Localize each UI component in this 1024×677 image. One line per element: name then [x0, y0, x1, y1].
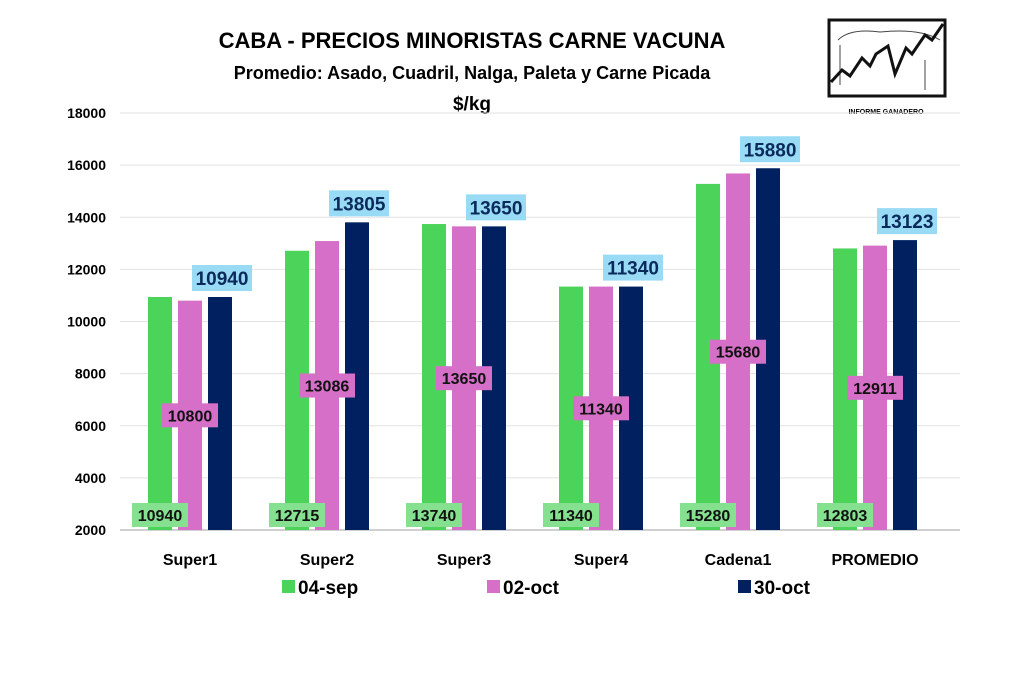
data-label-bg — [603, 254, 663, 281]
logo-frame — [827, 18, 947, 98]
data-label-bg — [573, 396, 629, 421]
data-label-bg — [877, 208, 937, 235]
data-label-bg — [710, 339, 766, 364]
data-label-bg — [299, 373, 355, 398]
data-label: 11340 — [549, 508, 593, 525]
y-tick-label: 10000 — [67, 314, 106, 330]
data-label: 15280 — [686, 508, 731, 525]
data-label-bg — [132, 503, 188, 527]
y-tick-label: 2000 — [75, 522, 106, 538]
y-tick-label: 12000 — [67, 261, 106, 277]
x-tick-label: Super3 — [437, 552, 491, 569]
trend-line-icon — [829, 23, 945, 84]
data-label: 13740 — [412, 508, 457, 525]
data-label-bg — [406, 503, 462, 527]
y-tick-label: 14000 — [67, 209, 106, 225]
chart-subtitle: Promedio: Asado, Cuadril, Nalga, Paleta … — [234, 63, 711, 83]
legend-swatch — [738, 580, 751, 593]
y-tick-label: 18000 — [67, 105, 106, 121]
legend-swatch — [282, 580, 295, 593]
legend-swatch — [487, 580, 500, 593]
data-label: 10940 — [138, 508, 183, 525]
x-tick-label: Super2 — [300, 552, 354, 569]
chart-title: CABA - PRECIOS MINORISTAS CARNE VACUNA — [219, 28, 726, 53]
data-label: 13650 — [470, 198, 523, 219]
data-label: 11340 — [607, 259, 659, 280]
data-label: 12803 — [823, 508, 868, 525]
data-label-bg — [436, 366, 492, 391]
data-label: 12911 — [853, 381, 897, 398]
y-tick-label: 6000 — [75, 418, 106, 434]
data-label-bg — [543, 503, 599, 527]
data-label: 13086 — [305, 379, 350, 396]
data-label-bg — [192, 265, 252, 292]
x-tick-label: Super4 — [574, 552, 628, 569]
data-label-bg — [269, 503, 325, 527]
y-tick-label: 8000 — [75, 366, 106, 382]
data-label-bg — [162, 403, 218, 428]
logo: INFORME GANADERO — [827, 18, 947, 116]
legend-label: 30-oct — [754, 578, 811, 599]
data-label: 15680 — [716, 345, 761, 362]
data-label: 11340 — [579, 401, 623, 418]
data-label-bg — [847, 375, 903, 400]
data-label: 13123 — [881, 212, 934, 233]
legend-label: 04-sep — [298, 578, 358, 599]
chart-unit: $/kg — [453, 94, 491, 115]
data-label: 10940 — [196, 269, 249, 290]
y-tick-label: 4000 — [75, 470, 106, 486]
legend-label: 02-oct — [503, 578, 560, 599]
data-label-bg — [466, 194, 526, 221]
data-label-bg — [817, 503, 873, 527]
data-label: 13805 — [333, 194, 386, 215]
data-label: 10800 — [168, 408, 213, 425]
data-label: 13650 — [442, 371, 487, 388]
data-label-bg — [740, 136, 800, 163]
data-label-bg — [680, 503, 736, 527]
x-tick-label: Cadena1 — [705, 552, 772, 569]
data-label: 12715 — [275, 508, 320, 525]
data-label-bg — [329, 190, 389, 217]
data-label: 15880 — [744, 140, 797, 161]
y-tick-label: 16000 — [67, 157, 106, 173]
x-tick-label: PROMEDIO — [831, 552, 918, 569]
x-tick-label: Super1 — [163, 552, 217, 569]
